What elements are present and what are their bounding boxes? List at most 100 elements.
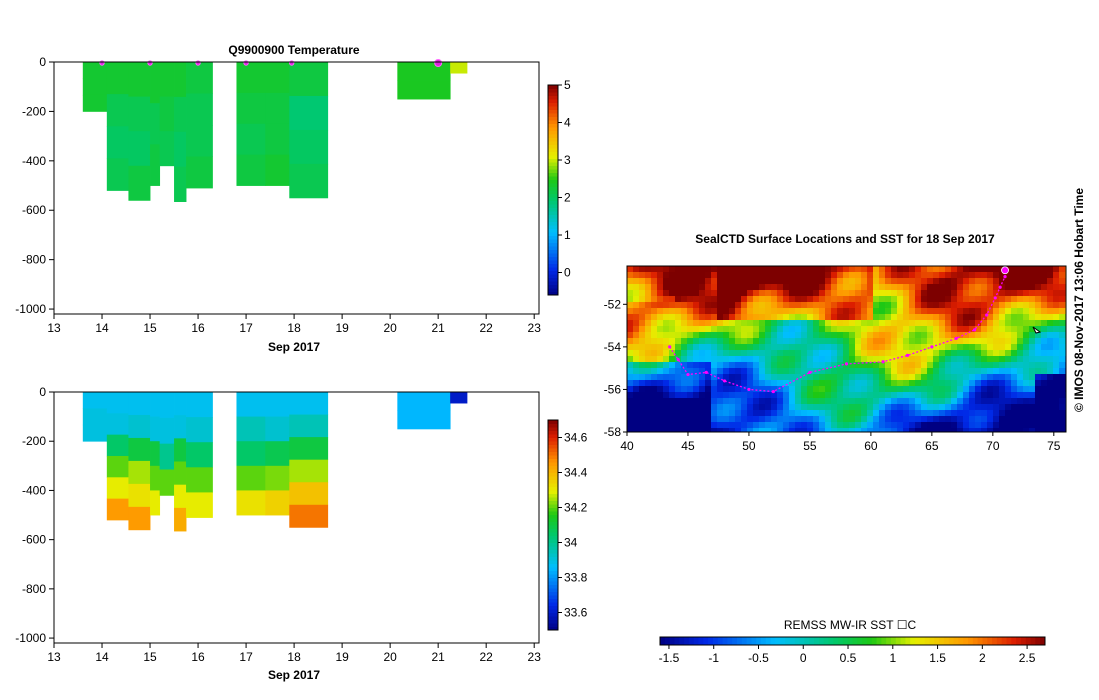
sst-cell bbox=[1041, 374, 1048, 381]
colorbar-segment bbox=[548, 504, 558, 508]
sst-cell bbox=[771, 350, 778, 357]
sst-cell bbox=[657, 362, 664, 369]
sst-cell bbox=[645, 266, 652, 273]
sst-cell bbox=[963, 272, 970, 279]
sst-cell bbox=[711, 338, 718, 345]
sst-cell bbox=[693, 314, 700, 321]
colorbar-segment bbox=[548, 434, 558, 438]
sst-cell bbox=[771, 290, 778, 297]
sst-cell bbox=[909, 332, 916, 339]
sst-cell bbox=[843, 428, 850, 432]
sst-cell bbox=[645, 380, 652, 387]
sst-cell bbox=[711, 332, 718, 339]
sst-cell bbox=[771, 410, 778, 417]
sst-cell bbox=[1035, 278, 1042, 285]
sst-cell bbox=[981, 290, 988, 297]
sst-cell bbox=[831, 422, 838, 429]
sst-cell bbox=[855, 332, 862, 339]
sst-cell bbox=[723, 332, 730, 339]
colorbar-segment bbox=[548, 616, 558, 620]
sst-cell bbox=[753, 344, 760, 351]
sst-cell bbox=[993, 398, 1000, 405]
sst-cell bbox=[807, 278, 814, 285]
sst-cell bbox=[801, 410, 808, 417]
sst-cell bbox=[945, 386, 952, 393]
sst-cell bbox=[687, 356, 694, 363]
colorbar-segment bbox=[871, 637, 878, 645]
sst-cell bbox=[873, 362, 880, 369]
sst-cell bbox=[1047, 284, 1054, 291]
sst-cell bbox=[777, 392, 784, 399]
sst-cell bbox=[687, 290, 694, 297]
sst-cell bbox=[663, 296, 670, 303]
colorbar-segment bbox=[548, 528, 558, 533]
sst-cell bbox=[765, 320, 772, 327]
sst-cell bbox=[1011, 314, 1018, 321]
colorbar-tick-label: 34.6 bbox=[564, 431, 588, 445]
sst-cell bbox=[699, 428, 706, 432]
sst-cell bbox=[849, 326, 856, 333]
sst-cell bbox=[651, 368, 658, 375]
sst-cell bbox=[699, 422, 706, 429]
sst-cell bbox=[945, 272, 952, 279]
sst-cell bbox=[789, 320, 796, 327]
sst-cell bbox=[1041, 404, 1048, 411]
sst-cell bbox=[987, 266, 994, 273]
sst-cell bbox=[645, 386, 652, 393]
sst-cell bbox=[813, 404, 820, 411]
sst-cell bbox=[933, 272, 940, 279]
sst-cell bbox=[693, 404, 700, 411]
sst-cell bbox=[747, 284, 754, 291]
sst-cell bbox=[825, 350, 832, 357]
sst-cell bbox=[963, 392, 970, 399]
sst-cell bbox=[807, 314, 814, 321]
heatmap-cell bbox=[236, 62, 266, 94]
sst-cell bbox=[915, 368, 922, 375]
sst-cell bbox=[999, 350, 1006, 357]
sst-cell bbox=[999, 386, 1006, 393]
track-point bbox=[954, 336, 958, 340]
sst-cell bbox=[999, 308, 1006, 315]
sst-cell bbox=[903, 338, 910, 345]
colorbar-segment bbox=[924, 637, 930, 645]
sst-cell bbox=[633, 380, 640, 387]
sst-cell bbox=[717, 416, 724, 423]
sst-cell bbox=[1047, 290, 1054, 297]
sst-cell bbox=[1011, 386, 1018, 393]
sst-cell bbox=[933, 404, 940, 411]
sst-cell bbox=[831, 272, 838, 279]
sst-cell bbox=[657, 278, 664, 285]
sst-cell bbox=[789, 308, 796, 315]
sst-cell bbox=[1035, 290, 1042, 297]
sst-cell bbox=[681, 422, 688, 429]
sst-cell bbox=[873, 416, 880, 423]
colorbar-segment bbox=[761, 637, 767, 645]
sst-cell bbox=[789, 350, 796, 357]
sst-cell bbox=[981, 320, 988, 327]
sst-cell bbox=[759, 392, 766, 399]
sst-cell bbox=[759, 314, 766, 321]
sst-cell bbox=[633, 344, 640, 351]
sst-cell bbox=[879, 278, 886, 285]
sst-cell bbox=[1047, 296, 1054, 303]
sst-cell bbox=[831, 266, 838, 273]
sst-cell bbox=[657, 356, 664, 363]
sst-cell bbox=[753, 308, 760, 315]
sst-cell bbox=[837, 362, 844, 369]
sst-cell bbox=[1041, 380, 1048, 387]
sst-cell bbox=[789, 404, 796, 411]
map-x-tick-label: 70 bbox=[986, 439, 1000, 453]
sst-cell bbox=[1035, 326, 1042, 333]
sst-cell bbox=[771, 284, 778, 291]
sst-cell bbox=[669, 350, 676, 357]
sst-cell bbox=[873, 374, 880, 381]
sst-cell bbox=[777, 398, 784, 405]
sst-cell bbox=[867, 266, 874, 273]
sst-cell bbox=[795, 278, 802, 285]
sst-cell bbox=[669, 374, 676, 381]
colorbar-segment bbox=[780, 637, 786, 645]
sst-cell bbox=[723, 404, 730, 411]
heatmap-cell bbox=[106, 94, 129, 127]
sst-cell bbox=[1041, 392, 1048, 399]
sst-cell bbox=[729, 428, 736, 432]
